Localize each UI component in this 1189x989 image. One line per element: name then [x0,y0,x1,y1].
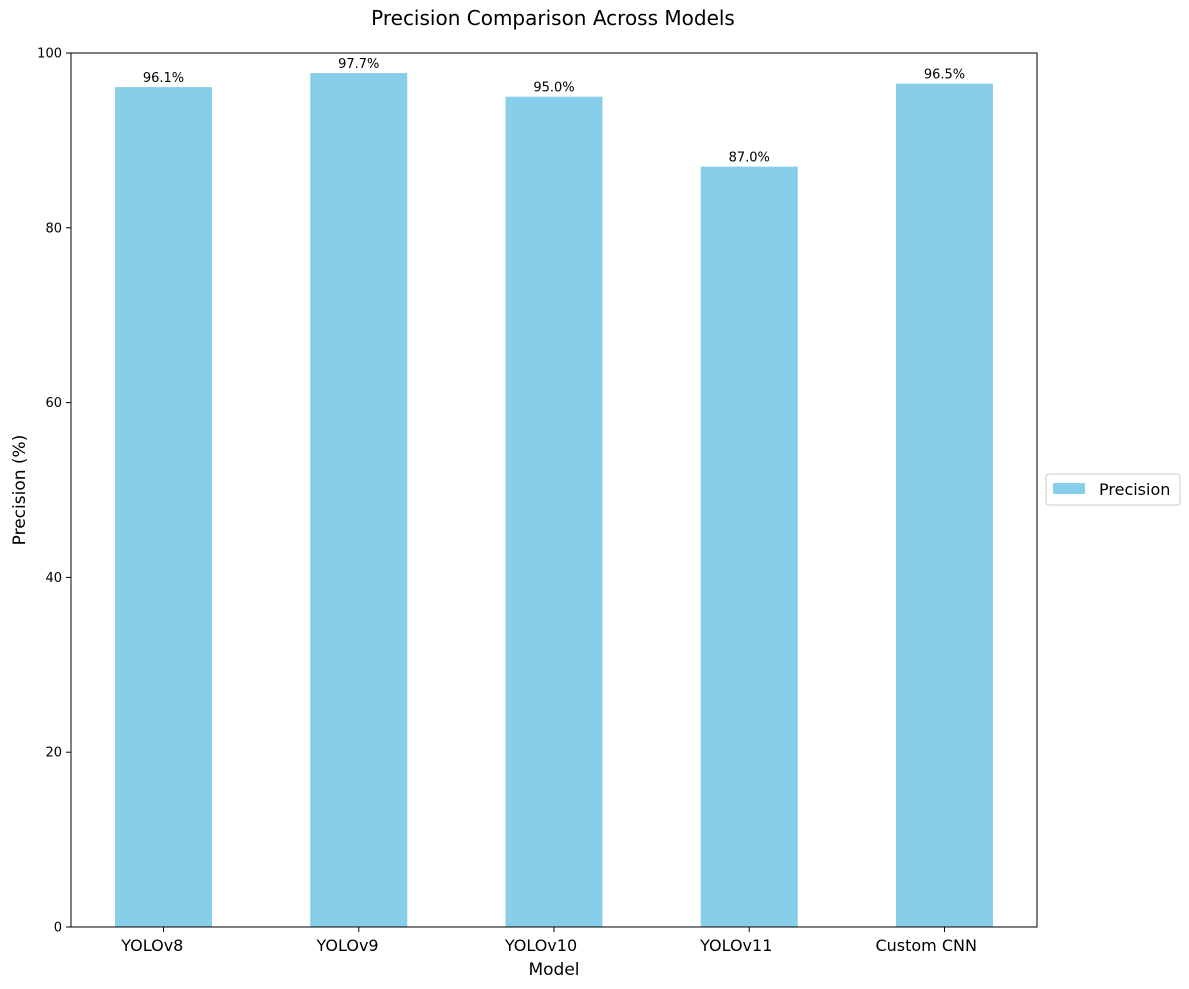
bars-layer [115,73,993,928]
bar-yolov9 [310,73,408,928]
data-label: 87.0% [729,151,770,166]
data-label: 97.7% [338,57,379,72]
y-axis: 0 20 40 60 80 100 [37,47,71,936]
y-tick-label: 100 [37,47,62,62]
bar-yolov11 [700,166,798,927]
x-axis: YOLOv8 YOLOv9 YOLOv10 YOLOv11 Custom CNN [120,927,977,955]
y-tick-label: 20 [45,746,62,761]
y-tick-label: 80 [45,221,62,236]
data-label: 96.1% [143,71,184,86]
bar-yolov10 [505,96,603,927]
legend: Precision [1045,473,1181,506]
x-tick-label: Custom CNN [875,936,977,955]
data-label: 96.5% [924,68,965,83]
x-tick-label: YOLOv8 [120,936,183,955]
x-tick-label: YOLOv9 [316,936,379,955]
legend-frame [1045,473,1181,506]
bar-custom-cnn [896,83,993,928]
y-tick-label: 40 [45,571,62,586]
x-tick-label: YOLOv10 [504,936,577,955]
x-axis-label: Model [528,960,579,980]
bar-yolov8 [115,87,212,927]
y-tick-label: 0 [54,921,62,936]
x-tick-label: YOLOv11 [699,936,772,955]
y-axis-label: Precision (%) [10,435,30,546]
data-labels-layer: 96.1% 97.7% 95.0% 87.0% 96.5% [143,57,965,166]
data-label: 95.0% [533,81,574,96]
legend-label-precision: Precision [1099,480,1170,499]
legend-swatch-precision [1053,483,1085,494]
chart-title: Precision Comparison Across Models [371,6,735,30]
y-tick-label: 60 [45,396,62,411]
